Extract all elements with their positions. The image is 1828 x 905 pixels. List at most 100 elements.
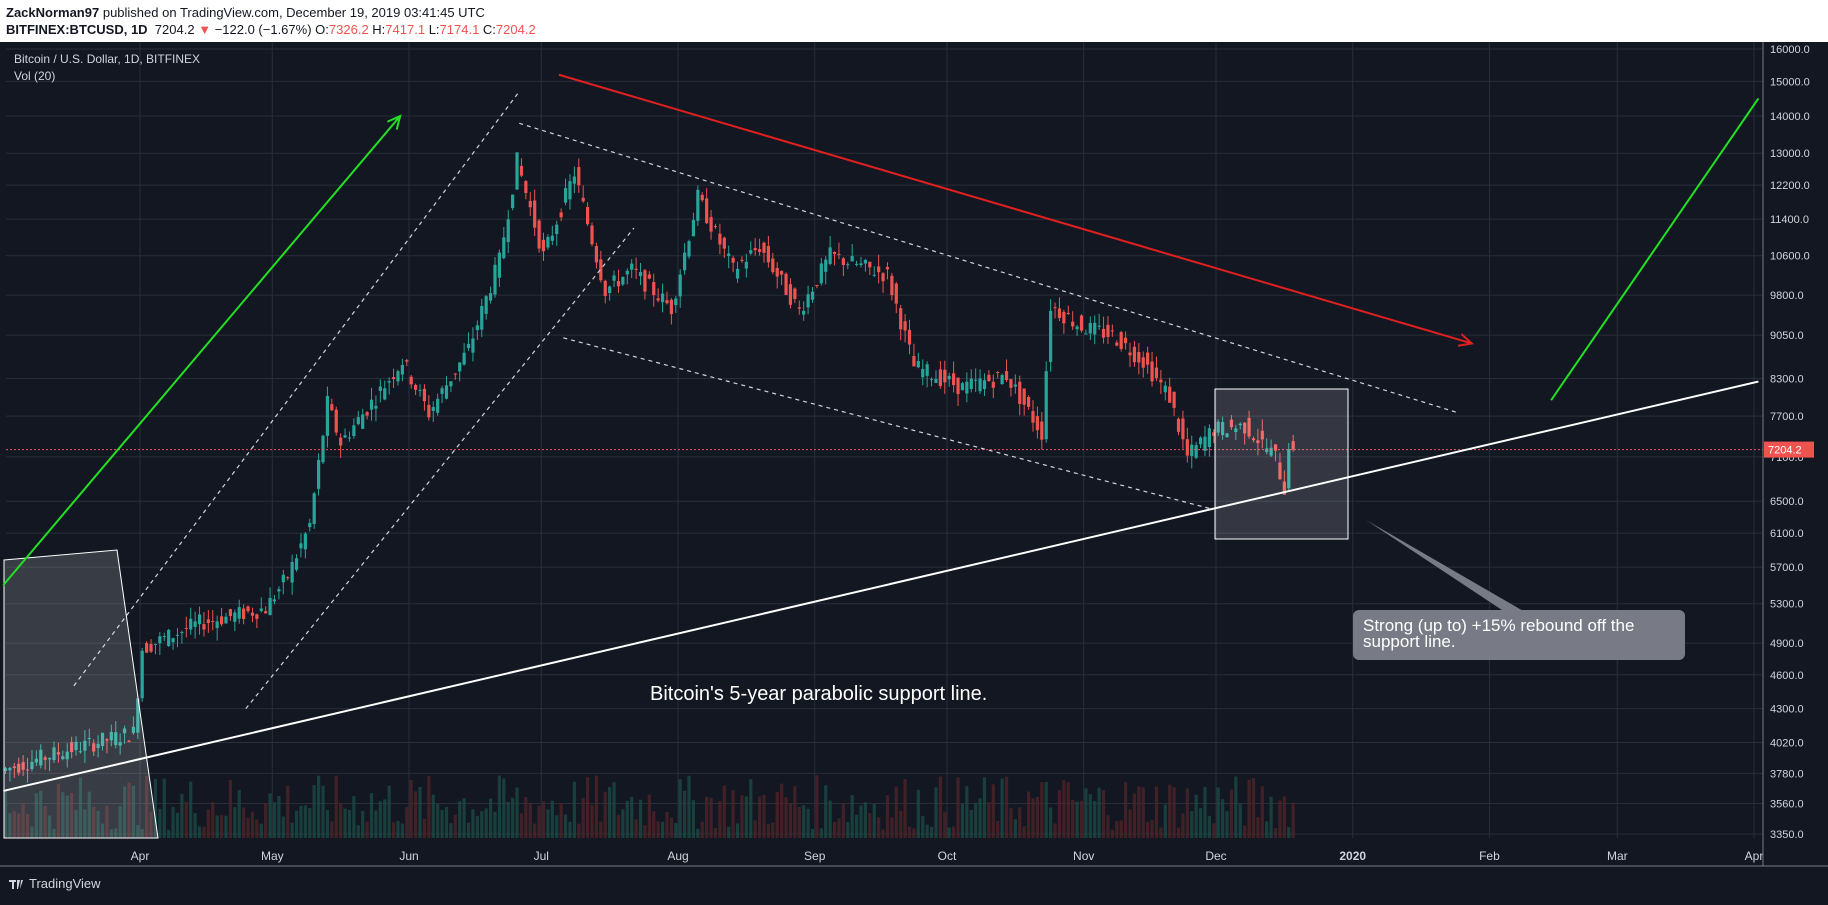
volume-bar	[52, 828, 56, 838]
volume-bar	[621, 809, 625, 838]
volume-bar	[788, 803, 793, 838]
volume-bar	[899, 810, 903, 838]
volume-bar	[1234, 776, 1238, 838]
last-price-label: 7204.2	[1768, 445, 1802, 457]
volume-bar	[550, 800, 554, 838]
footer: TradingView	[8, 876, 101, 891]
candle-body	[114, 732, 118, 746]
x-tick-label: Sep	[804, 849, 826, 863]
candle-body	[480, 305, 484, 330]
volume-bar	[1190, 811, 1194, 838]
volume-bar	[947, 827, 951, 838]
volume-bar	[1128, 809, 1132, 838]
candle-body	[1049, 310, 1053, 362]
author-name[interactable]: ZackNorman97	[6, 5, 100, 20]
volume-bar	[828, 800, 832, 838]
candle-body	[1044, 371, 1048, 440]
volume-bar	[599, 821, 603, 838]
price-change: −122.0 (−1.67%)	[214, 22, 312, 37]
candle-body	[444, 385, 449, 399]
candle-body	[281, 574, 285, 583]
rebound-callout[interactable]: Strong (up to) +15% rebound off the supp…	[1353, 610, 1685, 660]
candle-body	[1031, 411, 1035, 423]
candle-body	[356, 417, 360, 425]
volume-bar	[502, 778, 506, 838]
volume-bar	[233, 807, 237, 838]
volume-bar	[369, 793, 374, 838]
candle-body	[705, 198, 709, 224]
last-price: 7204.2	[154, 22, 195, 37]
volume-bar	[921, 816, 925, 838]
volume-bar	[149, 811, 153, 838]
dashed-channel-line	[519, 122, 1459, 414]
candle-body	[405, 360, 409, 362]
down-arrow-icon: ▼	[198, 22, 212, 37]
price-chart[interactable]: 16000.0 15000.0 14000.0 13000.0 12200.0 11400…	[0, 42, 1828, 872]
candle-body	[700, 194, 704, 201]
candle-body	[952, 373, 956, 386]
volume-bar	[294, 810, 299, 838]
candle-body	[1168, 386, 1172, 403]
candle-body	[56, 752, 61, 755]
candle-body	[868, 261, 872, 268]
candle-body	[824, 259, 828, 272]
candle-body	[912, 356, 916, 367]
candle-body	[286, 577, 290, 579]
candle-body	[8, 767, 12, 771]
volume-bar	[713, 828, 718, 838]
candle-body	[943, 369, 947, 383]
candle-body	[1221, 422, 1225, 436]
callout-pointer	[1366, 520, 1525, 612]
volume-bar	[753, 820, 757, 838]
volume-bar	[674, 823, 678, 838]
volume-bar	[978, 798, 982, 838]
candle-body	[982, 380, 987, 390]
candle-body	[1035, 416, 1040, 431]
candle-body	[815, 285, 819, 287]
y-tick-label: 10600.0	[1770, 251, 1810, 263]
candle-body	[109, 731, 113, 741]
footer-brand[interactable]: TradingView	[29, 876, 101, 891]
candle-body	[1146, 352, 1150, 365]
candle-body	[1115, 342, 1119, 346]
candle-body	[493, 264, 497, 295]
candle-body	[630, 263, 634, 270]
candle-body	[766, 246, 771, 263]
volume-bar	[158, 808, 162, 838]
candle-body	[533, 200, 537, 228]
volume-bar	[30, 826, 34, 838]
volume-bar	[956, 777, 960, 838]
dashed-channel-line	[563, 337, 1212, 510]
candle-body	[1172, 391, 1176, 408]
volume-bar	[1150, 819, 1154, 838]
candle-body	[466, 343, 471, 349]
candle-body	[780, 270, 784, 275]
candle-body	[863, 259, 868, 264]
candle-body	[550, 235, 554, 241]
volume-bar	[1031, 798, 1035, 838]
volume-bar	[290, 822, 294, 838]
candle-body	[1291, 441, 1295, 450]
candle-body	[316, 459, 321, 489]
volume-bar	[122, 786, 127, 838]
candle-body	[175, 634, 180, 636]
candle-body	[1057, 308, 1062, 319]
volume-bar	[987, 802, 991, 838]
volume-bar	[555, 815, 559, 838]
volume-bar	[1269, 796, 1273, 838]
candle-body	[1101, 328, 1106, 338]
candle-body	[418, 389, 422, 391]
volume-bar	[1216, 787, 1220, 838]
volume-bar	[982, 777, 987, 838]
candle-body	[541, 239, 546, 252]
candle-body	[396, 371, 400, 382]
volume-bar	[383, 799, 387, 838]
volume-bar	[625, 800, 629, 838]
candle-body	[1260, 430, 1264, 440]
volume-bar	[1287, 827, 1291, 838]
volume-bar	[585, 777, 590, 838]
volume-bar	[731, 790, 735, 838]
candle-body	[665, 300, 669, 304]
candle-body	[965, 381, 969, 394]
candle-body	[1185, 439, 1189, 456]
